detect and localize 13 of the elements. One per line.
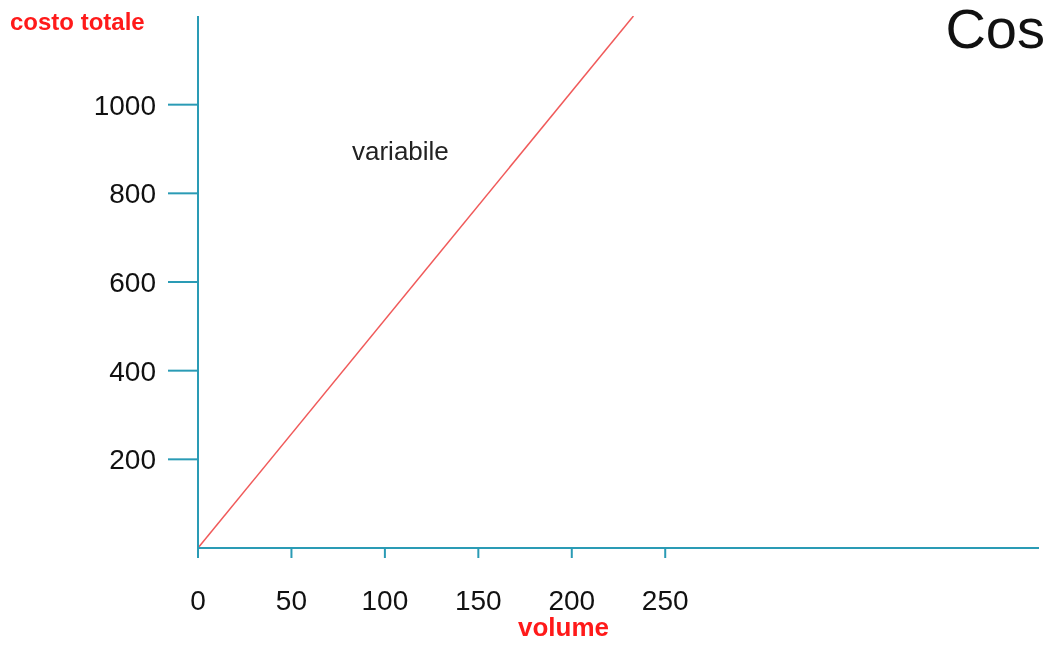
y-axis-title: costo totale (10, 8, 145, 36)
x-tick-label: 50 (275, 584, 308, 616)
y-tick-label: 600 (109, 266, 156, 298)
annotation: variabile (352, 136, 449, 167)
x-tick-label: 250 (641, 584, 689, 616)
chart-title: Cos (945, 0, 1045, 61)
x-tick-label: 100 (361, 584, 409, 616)
x-tick-label: 150 (454, 584, 502, 616)
y-tick-label: 800 (109, 178, 156, 210)
y-tick-label: 200 (109, 444, 156, 476)
y-tick-label: 400 (109, 355, 156, 387)
y-tick-label: 1000 (93, 89, 156, 121)
x-tick-label: 0 (190, 584, 206, 616)
